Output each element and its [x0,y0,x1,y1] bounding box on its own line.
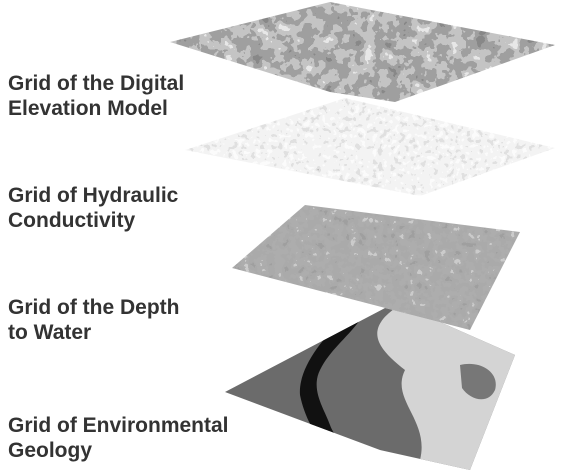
labels: Grid of the Digital Elevation Model Grid… [8,72,229,462]
hydraulic-texture [185,98,555,196]
geology-patch [460,363,496,400]
geology-water [299,318,360,460]
elevation-texture [170,2,555,102]
layer-label: Grid of Hydraulic [8,184,179,207]
layer-label: Geology [8,439,92,462]
layer-label: Grid of the Depth [8,296,180,319]
layer-label: Elevation Model [8,97,168,120]
layer-label: Grid of Environmental [8,414,229,437]
layer-label: Conductivity [8,209,135,232]
layer-hydraulic [185,98,555,196]
layer-elevation [170,2,555,102]
geology-light-zone [377,308,515,470]
layer-label: Grid of the Digital [8,72,184,95]
layer-geology [225,308,515,470]
layer-label: to Water [8,321,91,344]
